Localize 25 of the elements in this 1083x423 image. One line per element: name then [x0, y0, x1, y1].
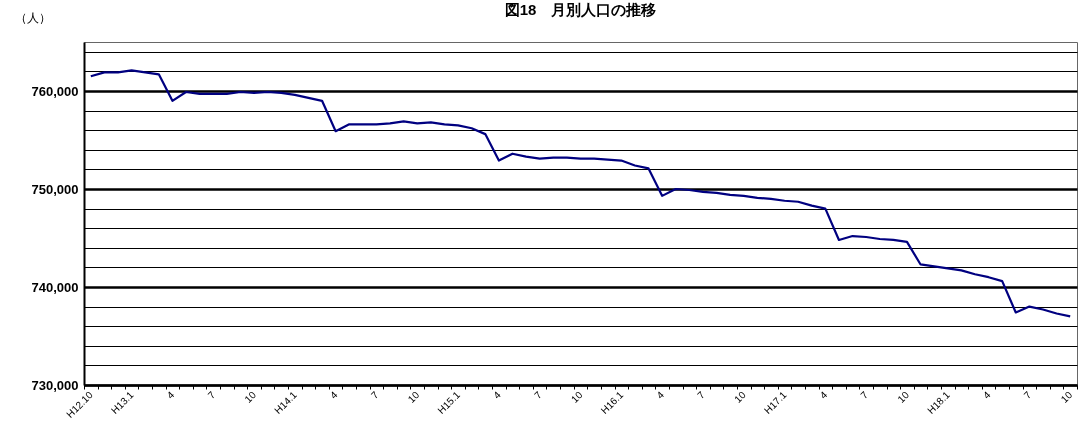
x-tick-label: 4 [491, 388, 504, 401]
y-tick-label: 750,000 [31, 181, 79, 197]
y-tick-label: 740,000 [31, 279, 79, 295]
x-tick-label: 4 [817, 388, 830, 401]
chart-title: 図18 月別人口の推移 [504, 1, 657, 18]
x-tick-label: 4 [654, 388, 667, 401]
x-tick-label: 10 [242, 388, 259, 405]
x-tick-label: 4 [327, 388, 340, 401]
x-tick-label: 10 [568, 388, 585, 405]
x-tick-label: 4 [164, 388, 177, 401]
x-tick-label: 7 [858, 388, 871, 401]
y-tick-label: 760,000 [31, 83, 79, 99]
x-tick-label: 10 [895, 388, 912, 405]
x-tick-label: 7 [205, 388, 218, 401]
x-tick-label: 7 [368, 388, 381, 401]
y-tick-label: 730,000 [31, 377, 79, 393]
x-tick-label: 4 [980, 388, 993, 401]
x-tick-label: 7 [532, 388, 545, 401]
line-series [89, 69, 1072, 318]
x-tick-label: 10 [1058, 388, 1075, 405]
x-tick-label: 7 [695, 388, 708, 401]
x-tick-label: 7 [1021, 388, 1034, 401]
x-tick-label: 10 [732, 388, 749, 405]
x-tick-label: 10 [405, 388, 422, 405]
y-axis-title: （人） [14, 10, 51, 25]
